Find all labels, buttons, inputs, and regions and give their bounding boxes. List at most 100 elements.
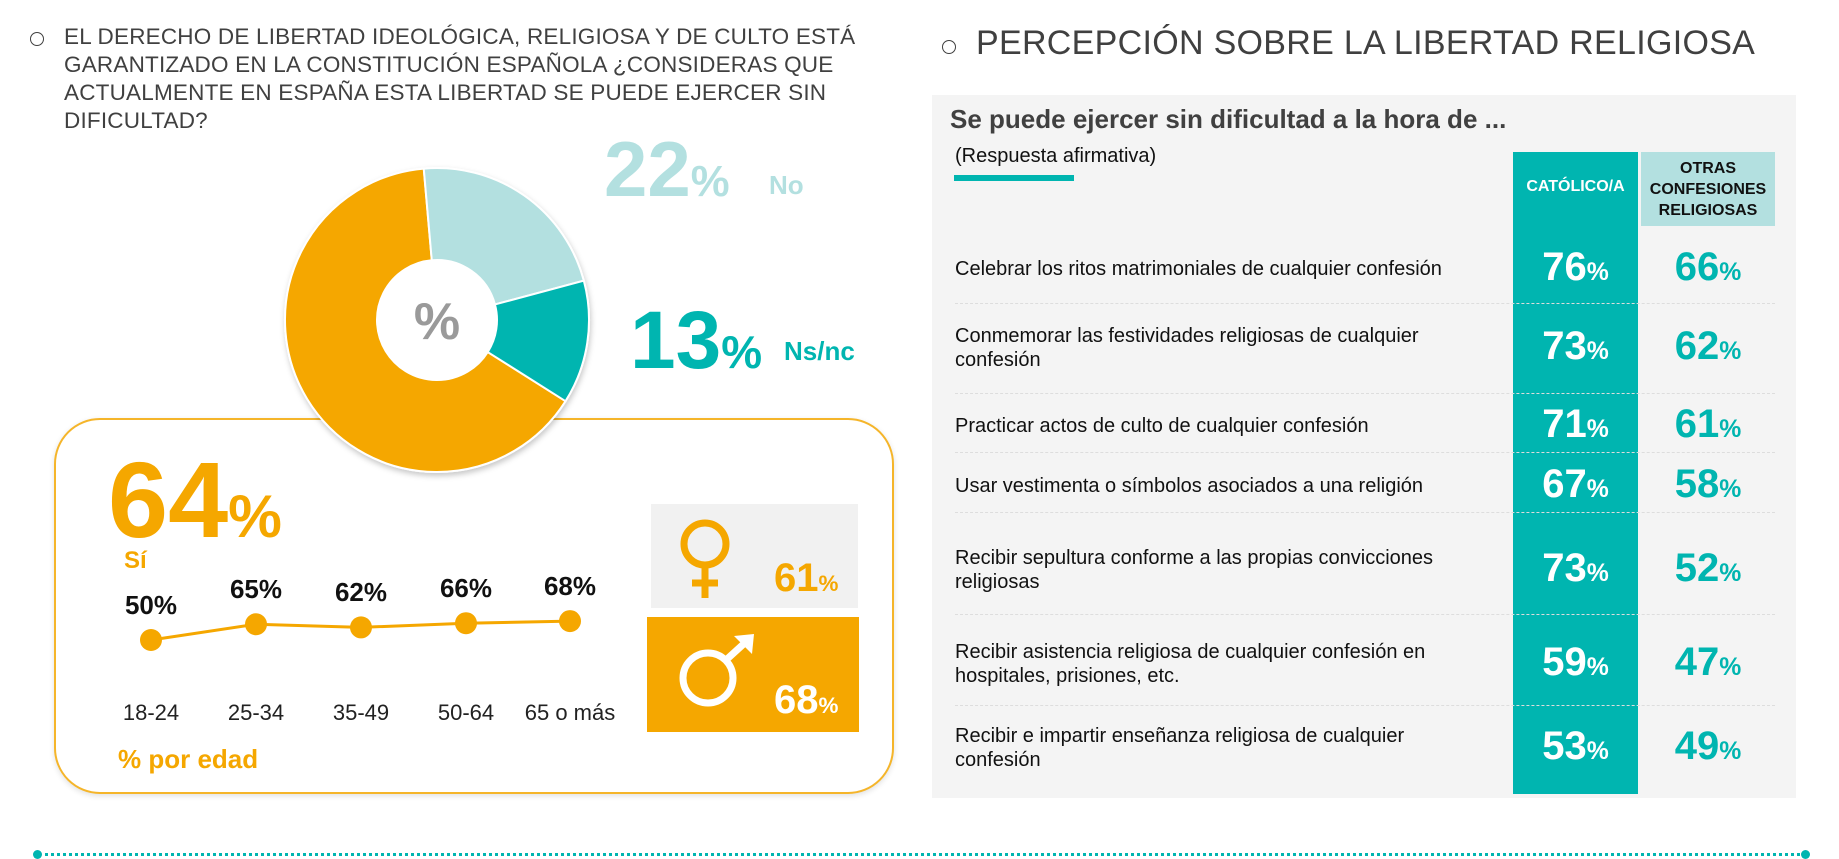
table-row-label: Usar vestimenta o símbolos asociados a u… [955,475,1424,497]
nsnc-pct-sign: % [721,326,763,378]
female-icon [680,519,730,598]
row-separator [955,614,1775,615]
table-row-label: Conmemorar las festividades religiosas d… [955,325,1419,371]
question-text: EL DERECHO DE LIBERTAD IDEOLÓGICA, RELIG… [64,24,856,133]
no-percentage: 22% [604,130,730,208]
table-row-label: Recibir asistencia religiosa de cualquie… [955,641,1426,687]
row-separator [955,393,1775,394]
otras-header: OTRAS CONFESIONES RELIGIOSAS [1641,152,1775,226]
otras-value: 66% [1641,245,1775,290]
divider-end-dot [1801,850,1810,859]
age-tick-label: 50-64 [437,700,495,725]
right-title: PERCEPCIÓN SOBRE LA LIBERTAD RELIGIOSA [976,24,1756,62]
title-bullet-icon [942,40,956,54]
row-separator [955,303,1775,304]
otras-value: 61% [1641,402,1775,447]
age-tick-label: 65 o más [524,700,616,725]
si-value: 64 [108,439,229,560]
donut-center-label: % [413,293,461,351]
age-value-label: 50% [124,590,178,620]
catolico-value-pct-sign: % [1586,738,1609,765]
otras-value: 49% [1641,724,1775,769]
table-row-label: Celebrar los ritos matrimoniales de cual… [955,258,1442,280]
catolico-header: CATÓLICO/A [1526,178,1625,195]
age-value-label: 66% [439,573,493,604]
catolico-value-pct-sign: % [1586,338,1609,365]
nsnc-label: Ns/nc [784,336,855,366]
age-point [350,616,372,639]
otras-value-number: 52 [1674,546,1720,590]
otras-value-pct-sign: % [1719,338,1742,365]
otras-value-pct-sign: % [1719,476,1742,503]
catolico-value-number: 53 [1542,724,1587,768]
catolico-value: 76% [1513,245,1638,290]
age-tick-label: 18-24 [122,700,180,725]
age-tick-label: 35-49 [332,700,390,725]
otras-value-pct-sign: % [1719,560,1742,587]
female-pct-sign: % [818,571,839,596]
otras-value-number: 49 [1674,724,1720,768]
female-value: 61 [774,556,819,600]
catolico-value-number: 59 [1542,640,1587,684]
nsnc-percentage: 13% [630,300,762,382]
otras-value-number: 61 [1674,402,1720,446]
catolico-value: 53% [1513,724,1638,769]
catolico-value: 67% [1513,462,1638,507]
no-label: No [769,170,804,200]
table-row-label: Recibir sepultura conforme a las propias… [955,547,1434,593]
age-point [245,613,267,636]
catolico-value-number: 73 [1542,546,1587,590]
row-separator [955,452,1775,453]
catolico-value-pct-sign: % [1586,476,1609,503]
nsnc-value: 13 [630,295,722,386]
otras-value: 62% [1641,324,1775,369]
donut-chart [284,167,590,473]
donut-hole [377,260,497,380]
otras-value-number: 47 [1674,640,1720,684]
male-value: 68 [774,678,819,722]
panel-note: (Respuesta afirmativa) [955,145,1157,167]
catolico-value: 59% [1513,640,1638,685]
female-percentage: 61% [774,558,838,598]
note-underline [954,175,1074,181]
catolico-value-pct-sign: % [1586,560,1609,587]
otras-value-pct-sign: % [1719,738,1742,765]
male-pct-sign: % [818,693,839,718]
catolico-value-number: 73 [1542,324,1587,368]
catolico-value-pct-sign: % [1586,259,1609,286]
age-value-label: 62% [334,577,388,608]
age-point [559,610,581,633]
catolico-value: 71% [1513,402,1638,447]
divider-start-dot [33,850,42,859]
table-row-label: Practicar actos de culto de cualquier co… [955,415,1369,437]
male-percentage: 68% [774,680,838,720]
otras-value: 47% [1641,640,1775,685]
age-point [455,612,477,635]
catolico-value: 73% [1513,324,1638,369]
row-separator [955,705,1775,706]
age-tick-label: 25-34 [227,700,285,725]
catolico-value-pct-sign: % [1586,416,1609,443]
bottom-dotted-divider [38,853,1806,856]
age-caption: % por edad [118,744,259,774]
catolico-column [1513,152,1638,794]
age-value-label: 68% [543,571,597,602]
otras-value-pct-sign: % [1719,416,1742,443]
age-value-label: 65% [229,574,283,605]
otras-value-number: 66 [1674,245,1720,289]
row-separator [955,512,1775,513]
catolico-value: 73% [1513,546,1638,591]
question-bullet-icon [30,32,44,46]
otras-value: 58% [1641,462,1775,507]
si-label: Sí [124,547,147,574]
catolico-value-pct-sign: % [1586,654,1609,681]
si-pct-sign: % [228,482,282,550]
no-pct-sign: % [690,157,730,206]
catolico-value-number: 67 [1542,462,1587,506]
catolico-value-number: 76 [1542,245,1587,289]
si-percentage: 64% [108,446,282,554]
table-row-label: Recibir e impartir enseñanza religiosa d… [955,725,1405,771]
otras-value-number: 58 [1674,462,1720,506]
otras-value: 52% [1641,546,1775,591]
otras-value-pct-sign: % [1719,259,1742,286]
